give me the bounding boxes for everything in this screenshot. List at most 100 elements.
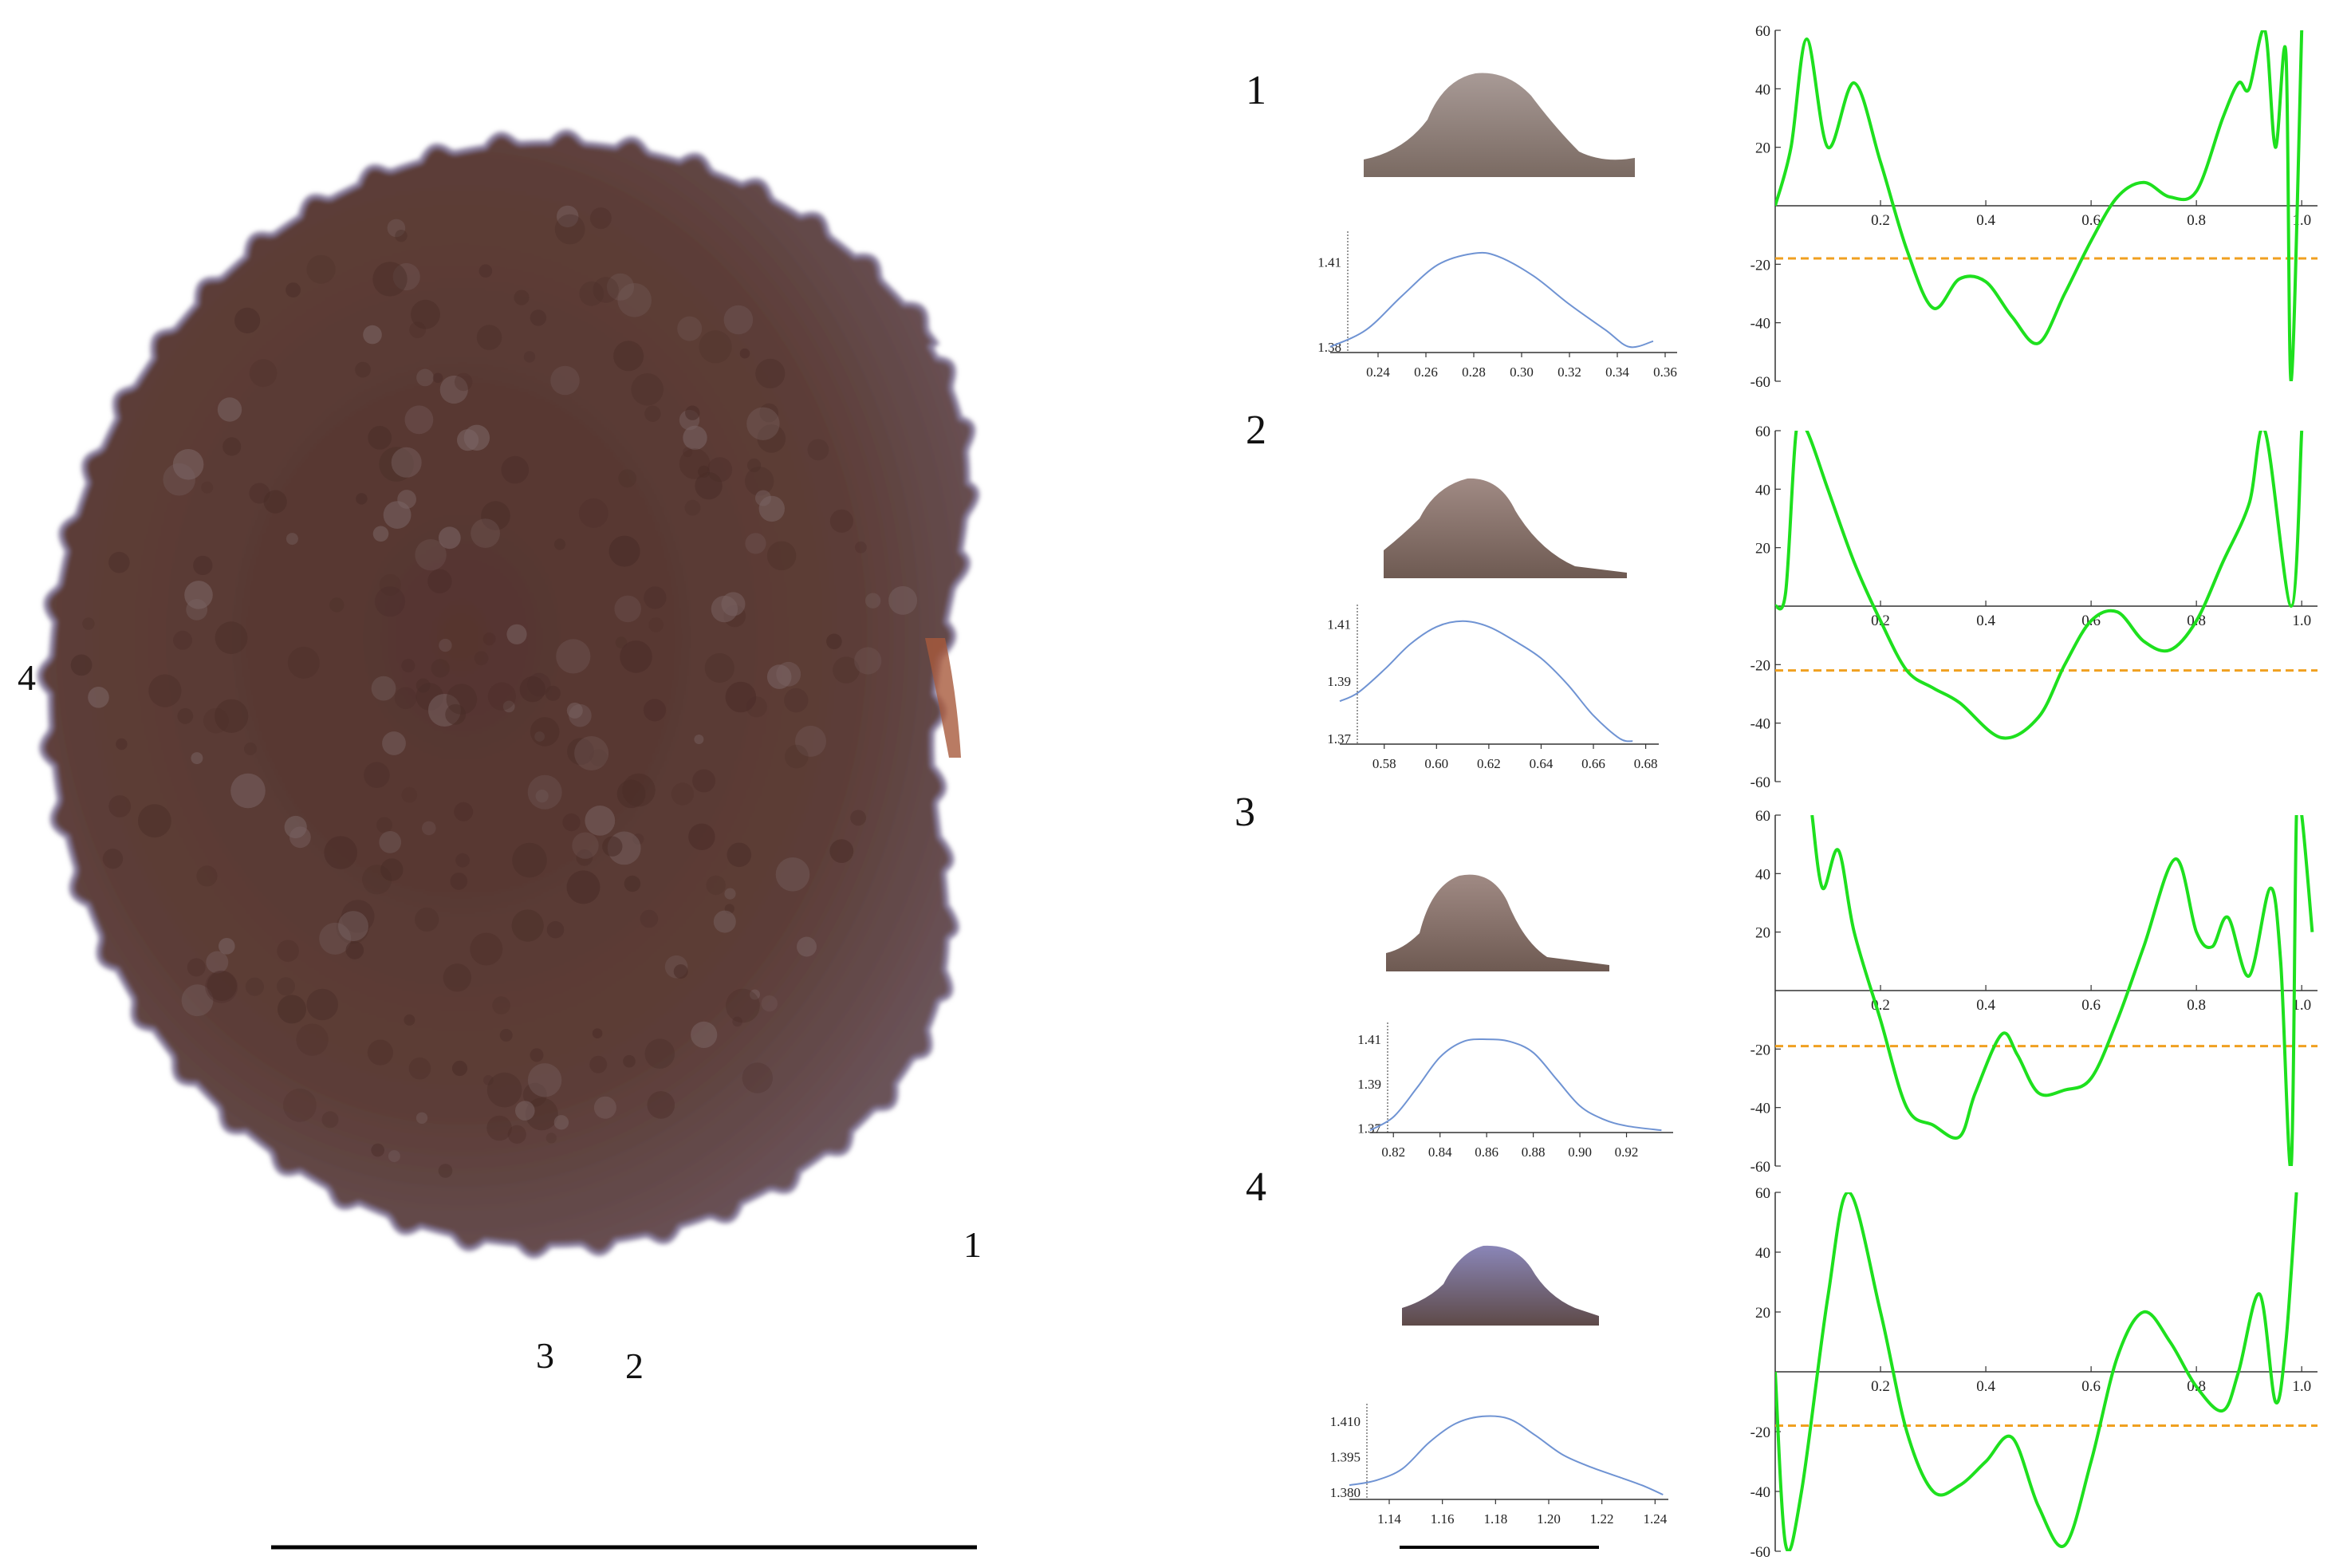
spore-texture-spot xyxy=(546,920,565,939)
spore-texture-spot xyxy=(589,207,612,230)
spore-texture-spot xyxy=(850,810,866,826)
spore-texture-spot xyxy=(747,458,762,473)
y-tick-label: 1.39 xyxy=(1357,1077,1381,1092)
y-tick-label: -20 xyxy=(1750,1424,1770,1441)
spore-texture-spot xyxy=(415,907,439,932)
spore-texture-spot xyxy=(713,910,736,933)
y-tick-label: -60 xyxy=(1750,1159,1770,1176)
spore-texture-spot xyxy=(519,676,545,703)
y-tick-label: -40 xyxy=(1750,316,1770,333)
spore-texture-spot xyxy=(766,541,797,571)
spore-texture-spot xyxy=(854,647,882,675)
y-tick-label: 60 xyxy=(1755,1185,1770,1202)
spore-texture-spot xyxy=(864,593,881,609)
spore-texture-spot xyxy=(286,533,298,546)
x-tick-label: 0.64 xyxy=(1530,756,1554,771)
spore-texture-spot xyxy=(193,555,213,576)
spore-texture-spot xyxy=(205,970,238,1003)
spore-texture-spot xyxy=(593,1096,616,1119)
spore-texture-spot xyxy=(527,774,562,810)
curvature-line xyxy=(1775,431,2304,740)
spore-texture-spot xyxy=(572,832,599,859)
y-tick-label: 1.41 xyxy=(1317,254,1341,270)
spore-texture-spot xyxy=(319,922,352,955)
spore-body xyxy=(37,129,980,1259)
spore-texture-spot xyxy=(404,1014,415,1026)
spore-texture-spot xyxy=(196,865,218,887)
spore-texture-spot xyxy=(592,1028,603,1038)
row-label-4: 4 xyxy=(1246,1164,1266,1210)
spore-texture-spot xyxy=(367,1039,393,1066)
spore-texture-spot xyxy=(422,821,436,836)
x-tick-label: 0.4 xyxy=(1976,613,1995,629)
spore-texture-spot xyxy=(566,702,583,719)
x-tick-label: 0.4 xyxy=(1976,212,1995,229)
x-tick-label: 1.20 xyxy=(1537,1511,1561,1527)
spore-texture-spot xyxy=(602,836,623,857)
spore-texture-spot xyxy=(355,361,371,378)
profile-chart-row-3: 0.82 0.84 0.86 0.88 0.90 0.92 1.37 1.39 1.41 xyxy=(1357,1022,1673,1160)
x-tick-label: 0.28 xyxy=(1462,364,1486,380)
spore-texture-spot xyxy=(415,539,447,571)
y-tick-label: -60 xyxy=(1750,774,1770,791)
spore-texture-spot xyxy=(807,439,829,461)
spore-texture-spot xyxy=(443,963,471,992)
spore-texture-spot xyxy=(481,501,510,530)
spore-texture-spot xyxy=(372,526,389,542)
spore-texture-spot xyxy=(439,638,452,652)
spore-texture-spot xyxy=(431,659,450,678)
x-tick-label: 0.6 xyxy=(2081,1378,2101,1395)
spore-texture-spot xyxy=(691,1021,718,1048)
y-tick-label: -40 xyxy=(1750,1101,1770,1117)
spore-texture-spot xyxy=(684,499,701,516)
spore-texture-spot xyxy=(486,1115,512,1141)
spore-texture-spot xyxy=(388,1150,400,1163)
spore-texture-spot xyxy=(487,682,517,711)
spore-texture-spot xyxy=(507,1125,526,1144)
x-tick-label: 0.86 xyxy=(1475,1144,1498,1160)
spore-texture-spot xyxy=(550,365,580,396)
y-tick-label: 1.39 xyxy=(1327,674,1351,689)
spore-texture-spot xyxy=(826,633,842,650)
spore-label-4: 4 xyxy=(18,657,36,698)
spore-texture-spot xyxy=(207,971,237,1001)
spore-texture-spot xyxy=(514,290,530,305)
spore-texture-spot xyxy=(511,909,544,942)
x-tick-label: 0.6 xyxy=(2081,212,2101,229)
spore-texture-spot xyxy=(432,372,443,384)
x-tick-label: 0.2 xyxy=(1871,212,1890,229)
spore-texture-spot xyxy=(554,214,585,245)
spore-texture-spot xyxy=(785,744,809,769)
spore-texture-spot xyxy=(478,264,493,278)
spore-texture-spot xyxy=(704,652,734,684)
spore-micrograph xyxy=(37,129,980,1259)
spore-texture-spot xyxy=(404,405,434,435)
spore-texture-spot xyxy=(411,299,440,329)
spore-texture-spot xyxy=(530,1048,544,1062)
x-tick-label: 0.62 xyxy=(1477,756,1501,771)
spore-texture-spot xyxy=(569,703,592,727)
spore-texture-spot xyxy=(191,752,203,765)
spore-texture-spot xyxy=(530,309,547,326)
y-tick-label: 1.410 xyxy=(1330,1414,1361,1429)
spore-label-2: 2 xyxy=(625,1345,644,1386)
spore-texture-spot xyxy=(438,526,461,550)
spore-texture-spot xyxy=(382,731,406,755)
spore-texture-spot xyxy=(372,262,408,297)
spore-texture-spot xyxy=(589,749,608,766)
spore-texture-spot xyxy=(474,651,489,666)
y-tick-label: -40 xyxy=(1750,1484,1770,1501)
x-tick-label: 1.0 xyxy=(2292,212,2311,229)
x-tick-label: 0.90 xyxy=(1568,1144,1592,1160)
y-tick-label: -20 xyxy=(1750,1042,1770,1058)
spore-texture-spot xyxy=(471,518,500,548)
spore-texture-spot xyxy=(711,595,738,623)
spore-texture-spot xyxy=(795,725,826,757)
spore-texture-spot xyxy=(647,1091,675,1119)
spore-texture-spot xyxy=(457,429,479,451)
spore-texture-spot xyxy=(427,569,452,593)
spore-texture-spot xyxy=(401,659,415,673)
spore-texture-spot xyxy=(501,455,530,484)
spore-texture-spot xyxy=(454,802,474,821)
spore-texture-spot xyxy=(249,359,278,388)
